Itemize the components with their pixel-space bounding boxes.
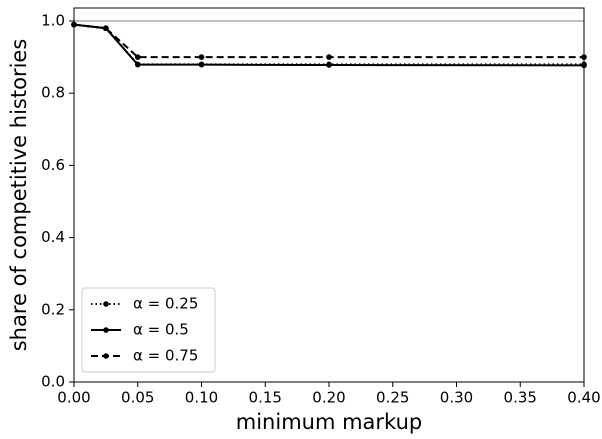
x-tick-label: 0.30 xyxy=(440,389,473,407)
point xyxy=(198,61,205,68)
x-tick-label: 0.20 xyxy=(312,389,345,407)
point xyxy=(103,25,109,32)
x-tick-label: 0.15 xyxy=(249,389,282,407)
point xyxy=(326,62,332,68)
series-line xyxy=(73,23,584,59)
x-tick-label: 0.35 xyxy=(504,389,537,407)
plot-frame xyxy=(73,7,585,383)
legend-marker xyxy=(103,301,109,307)
legend-marker xyxy=(103,353,109,359)
x-tick-label: 0.10 xyxy=(185,389,218,407)
x-tick-label: 0.40 xyxy=(567,389,600,407)
point xyxy=(198,54,205,60)
x-tick-label: 0.25 xyxy=(376,389,409,407)
x-axis-label: minimum markup xyxy=(236,410,422,434)
legend-box xyxy=(81,287,216,373)
point xyxy=(134,54,141,60)
legend-label: α = 0.75 xyxy=(133,347,198,365)
legend-label: α = 0.25 xyxy=(133,295,198,313)
legend-marker xyxy=(103,327,109,333)
y-axis-label: share of competitive histories xyxy=(7,39,31,352)
point xyxy=(326,54,332,60)
y-tick-label: 1.0 xyxy=(41,11,65,29)
y-tick-label: 0.8 xyxy=(41,84,65,102)
point xyxy=(134,61,141,68)
y-tick-label: 0.6 xyxy=(41,156,65,174)
x-tick-label: 0.00 xyxy=(57,389,90,407)
y-tick-label: 0.4 xyxy=(41,228,65,246)
legend-label: α = 0.5 xyxy=(133,321,189,339)
y-tick-label: 0.0 xyxy=(41,373,65,391)
y-tick-label: 0.2 xyxy=(41,300,65,318)
x-tick-label: 0.05 xyxy=(121,389,154,407)
